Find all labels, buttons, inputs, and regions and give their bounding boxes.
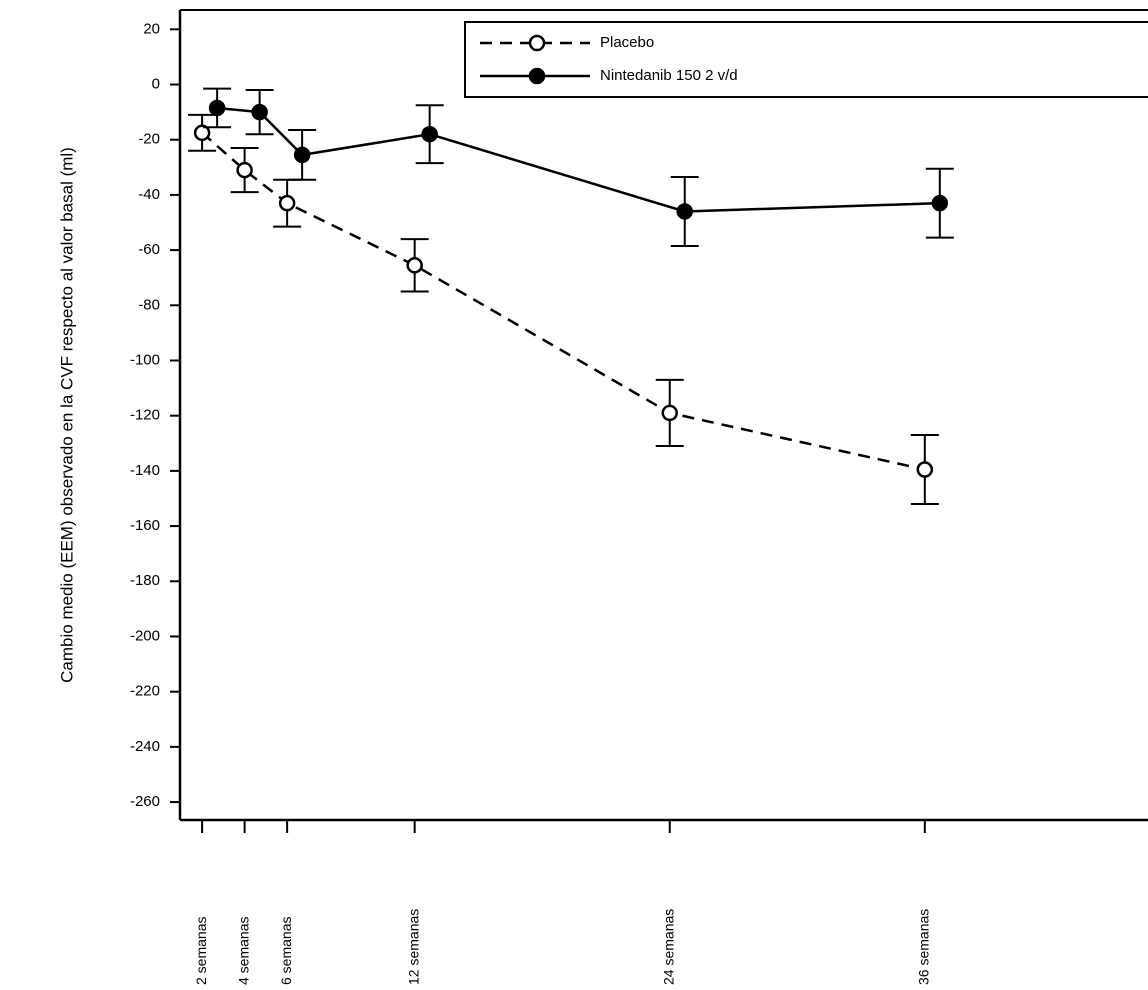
y-tick-label: -260 [130, 793, 160, 810]
plot-area [188, 87, 954, 506]
y-tick-label: -100 [130, 351, 160, 368]
x-tick-label: 6 semanas [278, 917, 294, 985]
y-tick-label: -20 [138, 131, 160, 148]
x-tick-label: 12 semanas [405, 909, 421, 985]
x-tick-label: 4 semanas [235, 917, 251, 985]
marker [193, 124, 211, 142]
legend-label: Nintedanib 150 2 v/d [600, 67, 738, 84]
marker [236, 161, 253, 179]
y-tick-label: -240 [130, 738, 160, 755]
x-tick-label: 36 semanas [916, 909, 932, 985]
y-axis-label: Cambio medio (EEM) observado en la CVF r… [57, 147, 76, 683]
x-tick-label: 24 semanas [660, 909, 676, 985]
legend-marker [528, 67, 546, 85]
marker [661, 404, 678, 422]
x-tick-label: 2 semanas [193, 917, 209, 985]
y-tick-label: -140 [130, 462, 160, 479]
marker [251, 103, 268, 121]
marker [676, 203, 693, 220]
legend [464, 21, 1148, 98]
y-tick-label: -160 [130, 517, 160, 534]
y-tick-label: -60 [138, 241, 160, 258]
legend-marker [528, 34, 546, 52]
y-tick-label: -80 [138, 296, 160, 313]
series-line [201, 131, 926, 471]
y-tick-label: -180 [130, 572, 160, 589]
y-tick-label: -120 [130, 407, 160, 424]
marker [406, 257, 423, 274]
y-tick-label: -220 [130, 683, 160, 700]
marker [916, 461, 934, 478]
series-line [216, 106, 940, 213]
marker [278, 194, 296, 212]
y-tick-label: 20 [143, 20, 160, 37]
legend-label: Placebo [600, 34, 654, 51]
marker [421, 125, 438, 143]
marker [208, 99, 226, 117]
y-tick-label: 0 [152, 75, 160, 92]
y-tick-label: -200 [130, 627, 160, 644]
marker [293, 146, 311, 164]
y-tick-label: -40 [138, 186, 160, 203]
marker [931, 194, 949, 212]
